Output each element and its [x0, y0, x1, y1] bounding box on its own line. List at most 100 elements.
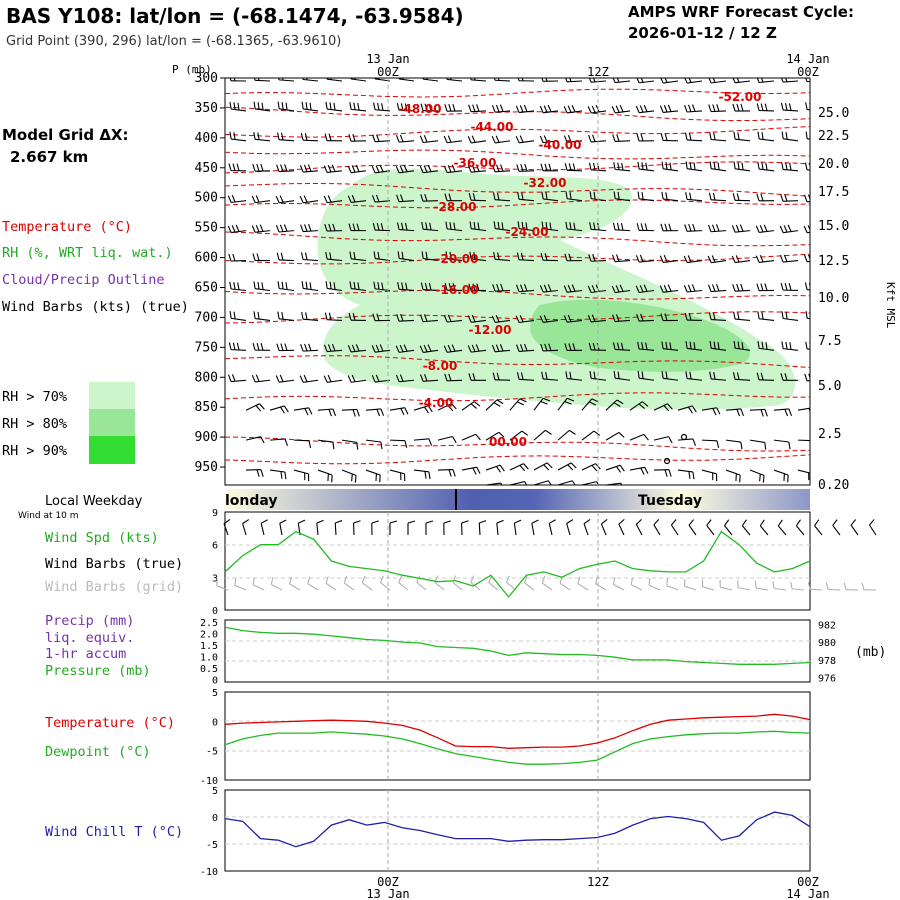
- profile-wind-barb-flag: [787, 224, 792, 232]
- grid-wind-barb: [362, 582, 373, 591]
- profile-wind-barb-flag: [813, 408, 816, 415]
- profile-wind-barb-flag: [544, 253, 548, 261]
- profile-wind-barb: [485, 464, 501, 471]
- profile-wind-barb-flag: [427, 344, 432, 352]
- profile-wind-barb-flag: [325, 251, 328, 260]
- profile-wind-barb-flag: [301, 311, 304, 320]
- profile-wind-barb: [590, 260, 607, 262]
- surface-wind-barb-flag: [724, 519, 730, 526]
- pressure-tick-label: 400: [195, 131, 218, 146]
- profile-wind-barb-flag: [565, 221, 568, 230]
- pressure-tick-label: 650: [195, 280, 218, 295]
- profile-wind-barb-flag: [660, 133, 664, 141]
- profile-wind-barb-flag: [763, 224, 768, 232]
- profile-wind-barb: [822, 406, 836, 410]
- profile-wind-barb-flag: [591, 398, 599, 403]
- profile-wind-barb-flag: [404, 103, 408, 111]
- profile-wind-barb-flag: [468, 373, 472, 381]
- surface-wind-barb-flag: [353, 520, 361, 524]
- profile-wind-barb-flag: [567, 134, 572, 143]
- profile-wind-barb-flag: [371, 345, 376, 353]
- profile-wind-barb-flag: [256, 163, 260, 172]
- profile-wind-barb-flag: [667, 284, 672, 292]
- profile-wind-barb-flag: [732, 372, 736, 380]
- profile-wind-barb-flag: [591, 465, 598, 472]
- profile-wind-barb: [687, 80, 703, 84]
- precip-tick-label: 1.0: [200, 653, 218, 664]
- profile-wind-barb-flag: [664, 78, 668, 83]
- profile-wind-barb-flag: [808, 373, 810, 380]
- profile-wind-barb-flag: [565, 371, 568, 379]
- profile-wind-barb: [317, 408, 333, 411]
- profile-wind-barb-flag: [687, 255, 692, 263]
- profile-wind-barb-flag: [520, 252, 524, 261]
- profile-wind-barb-flag: [757, 131, 760, 139]
- profile-wind-barb-flag: [779, 255, 784, 263]
- profile-wind-barb-flag: [516, 401, 525, 406]
- profile-wind-barb-flag: [472, 283, 476, 291]
- profile-wind-barb-flag: [233, 132, 236, 140]
- profile-wind-barb-flag: [808, 162, 810, 169]
- profile-wind-barb-flag: [612, 78, 616, 83]
- profile-wind-barb-flag: [617, 191, 620, 200]
- profile-wind-barb-flag: [329, 102, 332, 110]
- profile-wind-barb-flag: [784, 373, 788, 381]
- profile-wind-barb: [279, 139, 295, 142]
- profile-wind-barb-flag: [304, 408, 309, 416]
- profile-wind-barb-flag: [569, 222, 572, 230]
- day-label-monday: londay: [225, 493, 278, 509]
- profile-wind-barb-flag: [761, 311, 764, 320]
- profile-wind-barb-flag: [304, 343, 308, 352]
- profile-wind-barb-flag: [713, 161, 716, 170]
- profile-wind-barb-flag: [571, 284, 576, 292]
- profile-wind-barb: [365, 469, 381, 476]
- profile-wind-barb-flag: [592, 253, 596, 262]
- profile-wind-barb: [711, 378, 727, 381]
- profile-wind-barb-flag: [228, 253, 232, 262]
- profile-wind-barb-flag: [779, 225, 784, 233]
- accum-label: 1-hr accum: [45, 646, 126, 662]
- axis-tick-label: 3: [212, 573, 218, 584]
- profile-wind-barb-flag: [277, 281, 280, 289]
- profile-wind-barb-flag: [757, 311, 760, 319]
- profile-wind-barb-flag: [425, 251, 428, 260]
- surface-wind-barb-flag: [260, 519, 268, 524]
- profile-wind-barb-flag: [689, 371, 692, 380]
- grid-wind-barb-flag: [737, 580, 739, 588]
- profile-wind-barb-flag: [467, 315, 472, 323]
- profile-wind-barb: [653, 403, 668, 411]
- profile-wind-barb-flag: [397, 251, 400, 259]
- profile-wind-barb: [461, 466, 477, 471]
- profile-wind-barb-flag: [735, 255, 740, 263]
- profile-wind-barb-flag: [668, 223, 672, 231]
- profile-wind-barb-flag: [569, 191, 572, 200]
- profile-wind-barb: [735, 138, 751, 142]
- profile-wind-barb: [509, 480, 525, 485]
- grid-wind-barb-flag: [577, 576, 581, 584]
- surface-wind-barb-flag: [316, 519, 324, 524]
- profile-wind-barb: [245, 403, 260, 411]
- profile-wind-barb-flag: [419, 165, 424, 173]
- profile-wind-barb: [279, 79, 295, 82]
- profile-wind-barb: [231, 379, 247, 383]
- profile-wind-barb-flag: [780, 194, 784, 202]
- profile-wind-barb: [557, 480, 573, 485]
- profile-wind-barb-flag: [327, 374, 332, 383]
- profile-wind-barb-flag: [256, 343, 260, 351]
- surface-wind-barb: [242, 523, 247, 536]
- profile-wind-barb-flag: [692, 104, 696, 112]
- profile-wind-barb-flag: [540, 400, 548, 405]
- precip-tick-label: 0.5: [200, 664, 218, 675]
- profile-wind-barb-flag: [280, 343, 284, 351]
- grid-wind-barb-flag: [648, 577, 651, 586]
- profile-wind-barb-flag: [780, 282, 784, 291]
- profile-wind-barb-flag: [635, 255, 640, 263]
- pressure-tick-label: 300: [195, 71, 218, 86]
- profile-wind-barb-flag: [615, 105, 620, 113]
- profile-wind-barb-flag: [493, 252, 496, 260]
- profile-wind-barb: [245, 436, 261, 441]
- profile-wind-barb-flag: [760, 103, 764, 111]
- profile-wind-barb-flag: [756, 78, 760, 83]
- profile-wind-barb-flag: [616, 399, 624, 405]
- isotherm-label: -20.00: [436, 252, 479, 266]
